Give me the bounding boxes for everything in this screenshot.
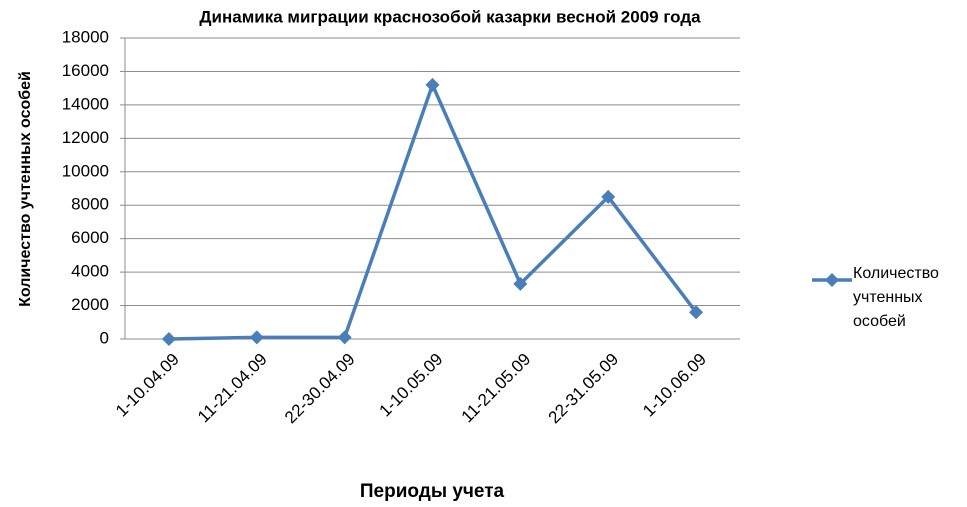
x-tick-label: 1-10.05.09 [376,350,447,421]
y-tick-label: 4000 [71,262,109,281]
y-tick-label: 12000 [62,128,109,147]
marker [601,189,616,204]
y-tick-label: 6000 [71,228,109,247]
line [168,83,698,341]
legend-marker [825,273,839,287]
legend-label: Количество учтенных особей [853,265,939,330]
y-tick-label: 2000 [71,295,109,314]
y-tick-label: 16000 [62,61,109,80]
y-tick-label: 14000 [62,94,109,113]
x-tick-label: 1-10.04.09 [112,350,183,421]
marker [689,305,704,320]
x-tick-label: 11-21.05.09 [458,350,535,427]
x-tick-label: 22-31.05.09 [545,350,623,428]
marker [425,77,440,92]
y-axis-title: Количество учтенных особей [17,71,34,307]
marker [161,332,176,346]
y-tick-label: 0 [100,328,109,347]
marker [337,330,352,345]
chart-title: Динамика миграции краснозобой казарки ве… [199,7,701,26]
y-tick-label: 18000 [62,27,109,46]
x-tick-label: 11-21.04.09 [194,350,271,427]
y-tick-label: 8000 [71,195,109,214]
marker [513,276,528,291]
x-tick-label: 1-10.06.09 [639,350,710,421]
x-axis-title: Периоды учета [360,481,505,502]
y-tick-label: 10000 [62,161,109,180]
marker [249,330,264,345]
x-tick-label: 22-30.04.09 [281,350,359,428]
